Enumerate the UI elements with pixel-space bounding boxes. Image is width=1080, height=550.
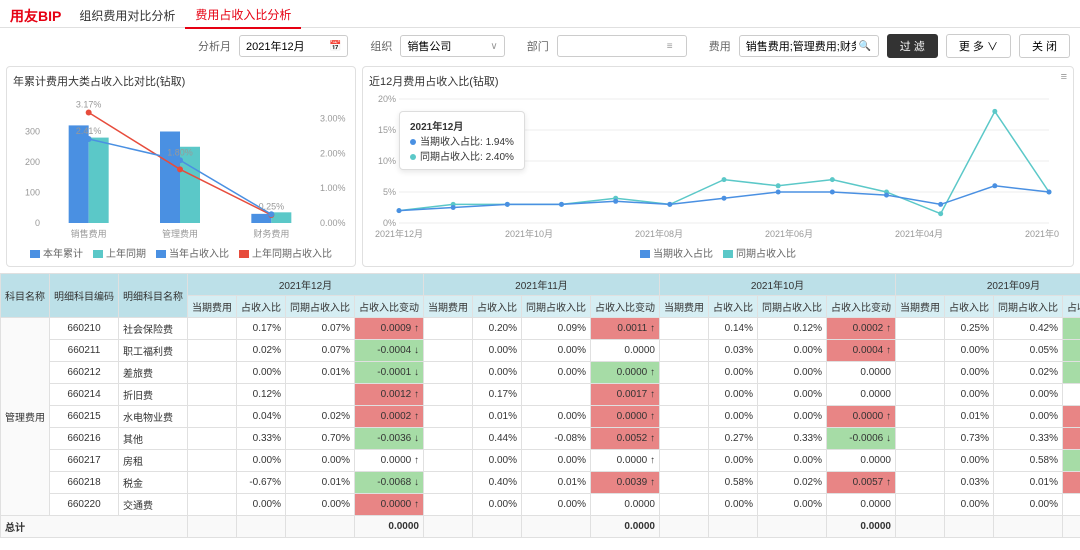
svg-text:管理费用: 管理费用 [162, 228, 198, 239]
svg-text:200: 200 [25, 157, 40, 167]
table-row[interactable]: 管理费用660210社会保险费0.17%0.07%0.0009 ↑0.20%0.… [1, 318, 1080, 340]
filter-button[interactable]: 过 滤 [887, 34, 938, 58]
svg-text:2021年04月: 2021年04月 [895, 228, 943, 239]
close-button[interactable]: 关 闭 [1019, 34, 1070, 58]
chevron-down-icon: ∨ [490, 41, 497, 52]
month-input[interactable] [246, 40, 326, 52]
data-table-wrap: 科目名称明细科目编码明细科目名称2021年12月2021年11月2021年10月… [0, 273, 1080, 538]
svg-text:2021年06月: 2021年06月 [765, 228, 813, 239]
legend-lastyear-bar[interactable]: 上年同期 [93, 245, 146, 260]
month-label: 分析月 [198, 38, 231, 54]
svg-text:3.00%: 3.00% [320, 113, 346, 123]
svg-text:0: 0 [35, 218, 40, 228]
chart-menu-icon[interactable]: ≡ [1061, 71, 1067, 83]
svg-text:2.00%: 2.00% [320, 148, 346, 158]
logo: 用友BIP [10, 6, 61, 26]
month-picker[interactable]: 📅 [239, 35, 348, 57]
table-row[interactable]: 660217房租0.00%0.00%0.0000 ↑0.00%0.00%0.00… [1, 450, 1080, 472]
table-row[interactable]: 660215水电物业费0.04%0.02%0.0002 ↑0.01%0.00%0… [1, 406, 1080, 428]
svg-text:销售费用: 销售费用 [71, 228, 107, 239]
legend-series2[interactable]: 同期占收入比 [723, 245, 796, 260]
svg-text:100: 100 [25, 188, 40, 198]
table-row[interactable]: 660218税金-0.67%0.01%-0.0068 ↓0.40%0.01%0.… [1, 472, 1080, 494]
svg-text:3.17%: 3.17% [76, 100, 102, 110]
svg-text:300: 300 [25, 127, 40, 137]
svg-text:15%: 15% [378, 125, 396, 135]
search-icon: 🔍 [859, 41, 871, 52]
calendar-icon: 📅 [329, 41, 341, 52]
svg-text:1.00%: 1.00% [320, 183, 346, 193]
svg-text:10%: 10% [378, 156, 396, 166]
table-row[interactable]: 660216其他0.33%0.70%-0.0036 ↓0.44%-0.08%0.… [1, 428, 1080, 450]
bar-chart-title: 年累计费用大类占收入比对比(钻取) [13, 73, 349, 89]
svg-text:0%: 0% [383, 218, 396, 228]
expense-input[interactable] [746, 40, 856, 52]
list-icon: ≡ [667, 41, 673, 52]
chevron-down-icon: ∨ [987, 41, 998, 53]
more-button[interactable]: 更 多 ∨ [946, 34, 1011, 58]
tab-ratio-analysis[interactable]: 费用占收入比分析 [185, 2, 301, 29]
bar-chart[interactable]: 0 100 200 300 0.00% 1.00% 2.00% 3.00% 销售费用 管理费用 财务… [13, 91, 349, 241]
data-table: 科目名称明细科目编码明细科目名称2021年12月2021年11月2021年10月… [0, 273, 1080, 538]
org-label: 组织 [370, 38, 392, 54]
expense-label: 费用 [709, 38, 731, 54]
svg-text:财务费用: 财务费用 [253, 228, 289, 239]
svg-text:0.00%: 0.00% [320, 218, 346, 228]
svg-text:2021年12月: 2021年12月 [375, 228, 423, 239]
svg-text:1.80%: 1.80% [167, 147, 193, 157]
chart-tooltip: 2021年12月 当期收入占比: 1.94% 同期占收入比: 2.40% [399, 111, 525, 170]
table-row[interactable]: 660211职工福利费0.02%0.07%-0.0004 ↓0.00%0.00%… [1, 340, 1080, 362]
svg-text:20%: 20% [378, 94, 396, 104]
svg-text:5%: 5% [383, 187, 396, 197]
org-select[interactable]: ∨ [400, 35, 504, 57]
dept-input[interactable] [564, 40, 664, 52]
svg-text:2.41%: 2.41% [76, 126, 102, 136]
table-row[interactable]: 660212差旅费0.00%0.01%-0.0001 ↓0.00%0.00%0.… [1, 362, 1080, 384]
tooltip-month: 2021年12月 [410, 118, 514, 133]
svg-text:2021年10月: 2021年10月 [505, 228, 553, 239]
svg-text:0.25%: 0.25% [259, 201, 285, 211]
table-row[interactable]: 660214折旧费0.12%0.0012 ↑0.17%0.0017 ↑0.00%… [1, 384, 1080, 406]
line-chart-title: 近12月费用占收入比(钻取) [369, 73, 1067, 89]
legend-current-ratio[interactable]: 当年占收入比 [156, 245, 229, 260]
legend-lastyear-ratio[interactable]: 上年同期占收入比 [239, 245, 332, 260]
legend-current-bar[interactable]: 本年累计 [30, 245, 83, 260]
expense-select[interactable]: 🔍 [739, 35, 879, 57]
line-chart[interactable]: 0% 5% 10% 15% 20% 2021年12月 2021年10月 2021年08月 202… [369, 91, 1067, 241]
legend-series1[interactable]: 当期收入占比 [640, 245, 713, 260]
dept-label: 部门 [527, 38, 549, 54]
svg-text:2021年08月: 2021年08月 [635, 228, 683, 239]
line-chart-card: ≡ 近12月费用占收入比(钻取) 0%5%10%15%20%2021年12月20… [362, 66, 1074, 267]
svg-text:2021年02月: 2021年02月 [1025, 228, 1059, 239]
bar-chart-card: 年累计费用大类占收入比对比(钻取) 0 100 200 300 0.00% 1.00% 2.… [6, 66, 356, 267]
table-row[interactable]: 660220交通费0.00%0.00%0.0000 ↑0.00%0.00%0.0… [1, 494, 1080, 516]
org-input[interactable] [407, 40, 487, 52]
dept-select[interactable]: ≡ [557, 35, 687, 57]
tab-org-compare[interactable]: 组织费用对比分析 [69, 3, 185, 28]
